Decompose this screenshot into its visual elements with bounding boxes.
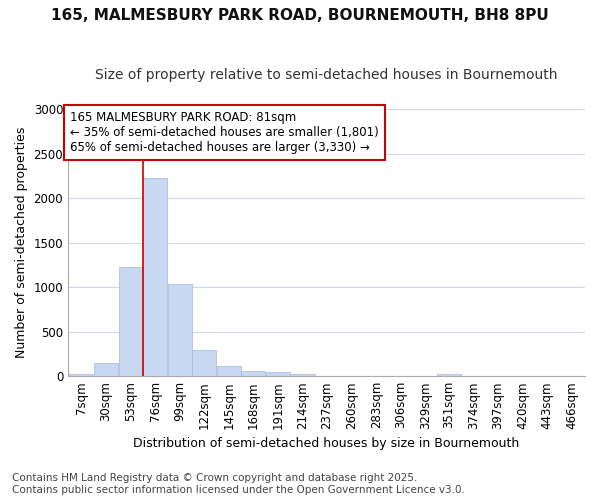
Bar [437, 374, 461, 376]
Bar [119, 266, 143, 376]
Bar [143, 178, 167, 376]
Bar [241, 371, 265, 376]
Bar [94, 363, 118, 376]
Bar [192, 350, 216, 376]
Bar [167, 284, 191, 376]
Text: Contains HM Land Registry data © Crown copyright and database right 2025.
Contai: Contains HM Land Registry data © Crown c… [12, 474, 465, 495]
Text: 165, MALMESBURY PARK ROAD, BOURNEMOUTH, BH8 8PU: 165, MALMESBURY PARK ROAD, BOURNEMOUTH, … [51, 8, 549, 22]
Bar [266, 372, 290, 376]
Y-axis label: Number of semi-detached properties: Number of semi-detached properties [15, 127, 28, 358]
Bar [290, 374, 314, 376]
Title: Size of property relative to semi-detached houses in Bournemouth: Size of property relative to semi-detach… [95, 68, 558, 82]
Bar [70, 374, 94, 376]
Text: 165 MALMESBURY PARK ROAD: 81sqm
← 35% of semi-detached houses are smaller (1,801: 165 MALMESBURY PARK ROAD: 81sqm ← 35% of… [70, 111, 379, 154]
Bar [217, 366, 241, 376]
X-axis label: Distribution of semi-detached houses by size in Bournemouth: Distribution of semi-detached houses by … [133, 437, 520, 450]
